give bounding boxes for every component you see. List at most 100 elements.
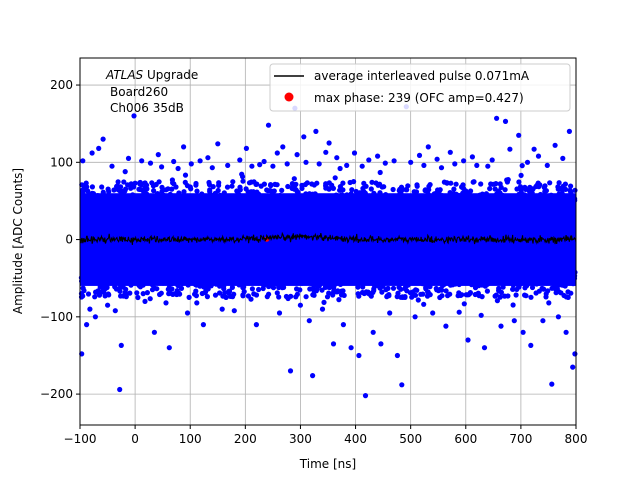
scatter-point <box>421 301 427 307</box>
scatter-point <box>118 202 124 208</box>
scatter-point <box>170 291 176 297</box>
scatter-point <box>433 285 439 292</box>
outlier-point <box>549 381 555 387</box>
outlier-point <box>337 165 343 172</box>
scatter-point <box>558 203 565 209</box>
scatter-point <box>144 191 150 197</box>
scatter-point <box>338 273 344 279</box>
scatter-point <box>535 197 542 203</box>
outlier-point <box>274 150 280 156</box>
outlier-point <box>334 155 340 161</box>
scatter-point <box>450 195 456 201</box>
scatter-point <box>326 274 332 280</box>
scatter-point <box>337 200 343 206</box>
x-tick-label: 700 <box>509 432 532 446</box>
scatter-point <box>162 278 168 284</box>
scatter-point <box>518 172 524 178</box>
scatter-point <box>186 294 192 300</box>
scatter-point <box>458 204 464 210</box>
outlier-point <box>516 132 522 138</box>
scatter-point <box>285 268 291 274</box>
scatter-point <box>166 291 172 297</box>
scatter-point <box>498 184 504 190</box>
outlier-point <box>478 312 484 318</box>
scatter-point <box>390 285 397 291</box>
average-pulse-line <box>79 231 577 245</box>
scatter-point <box>123 186 129 192</box>
outlier-point <box>276 310 283 316</box>
scatter-point <box>391 193 397 199</box>
outlier-point <box>142 298 148 304</box>
scatter-point <box>420 275 426 281</box>
scatter-point <box>230 294 236 300</box>
scatter-point <box>553 200 559 206</box>
scatter-point <box>157 279 163 286</box>
scatter-point <box>182 179 188 185</box>
scatter-point <box>397 275 403 281</box>
x-tick-label: 800 <box>565 432 588 446</box>
scatter-point <box>89 184 95 190</box>
scatter-point <box>177 291 183 297</box>
scatter-point <box>570 281 576 287</box>
scatter-point <box>496 271 502 277</box>
scatter-point <box>223 294 229 300</box>
scatter-point <box>211 276 217 282</box>
outlier-point <box>447 149 453 155</box>
outlier-point <box>188 161 194 167</box>
scatter-point <box>222 290 228 296</box>
scatter-point <box>503 204 510 210</box>
scatter-point <box>274 182 280 188</box>
scatter-point <box>323 185 329 191</box>
scatter-point <box>279 187 285 193</box>
scatter-point <box>568 201 574 207</box>
scatter-point <box>115 179 121 185</box>
outlier-point <box>544 162 550 168</box>
outlier-point <box>531 146 537 152</box>
scatter-point <box>515 193 521 199</box>
scatter-point <box>217 290 223 296</box>
scatter-point <box>340 180 346 186</box>
scatter-point <box>95 288 101 294</box>
scatter-point <box>522 192 528 198</box>
scatter-point <box>443 288 449 294</box>
scatter-point <box>400 268 406 274</box>
outlier-point <box>249 163 255 169</box>
scatter-point <box>424 271 430 277</box>
y-axis-label: Amplitude [ADC Counts] <box>11 168 25 314</box>
scatter-point <box>221 190 227 196</box>
scatter-point <box>117 189 124 195</box>
scatter-point <box>550 276 556 282</box>
scatter-point <box>91 279 97 285</box>
scatter-point <box>414 183 420 189</box>
scatter-point <box>377 285 383 291</box>
scatter-point <box>311 292 317 298</box>
scatter-point <box>453 181 459 187</box>
scatter-point <box>326 290 332 296</box>
outlier-point <box>511 318 517 324</box>
scatter-point <box>355 291 361 297</box>
scatter-point <box>85 275 91 281</box>
scatter-point <box>405 183 411 189</box>
scatter-point <box>442 270 448 277</box>
scatter-point <box>367 200 373 206</box>
scatter-point <box>484 288 490 294</box>
outlier-point <box>122 169 128 175</box>
scatter-point <box>426 194 432 200</box>
scatter-point <box>321 299 327 305</box>
outlier-point <box>456 309 462 315</box>
outlier-point <box>394 352 400 359</box>
scatter-point <box>132 277 139 283</box>
outlier-point <box>498 323 504 329</box>
x-tick-label: 200 <box>234 432 257 446</box>
scatter-point <box>539 285 545 291</box>
scatter-point <box>272 272 278 278</box>
scatter-point <box>212 202 218 208</box>
outlier-point <box>474 162 480 168</box>
scatter-point <box>467 201 473 207</box>
scatter-point <box>283 274 289 280</box>
scatter-point <box>546 300 552 306</box>
outlier-point <box>209 165 215 171</box>
scatter-point <box>430 272 436 278</box>
scatter-point <box>517 184 524 190</box>
scatter-point <box>139 270 145 277</box>
